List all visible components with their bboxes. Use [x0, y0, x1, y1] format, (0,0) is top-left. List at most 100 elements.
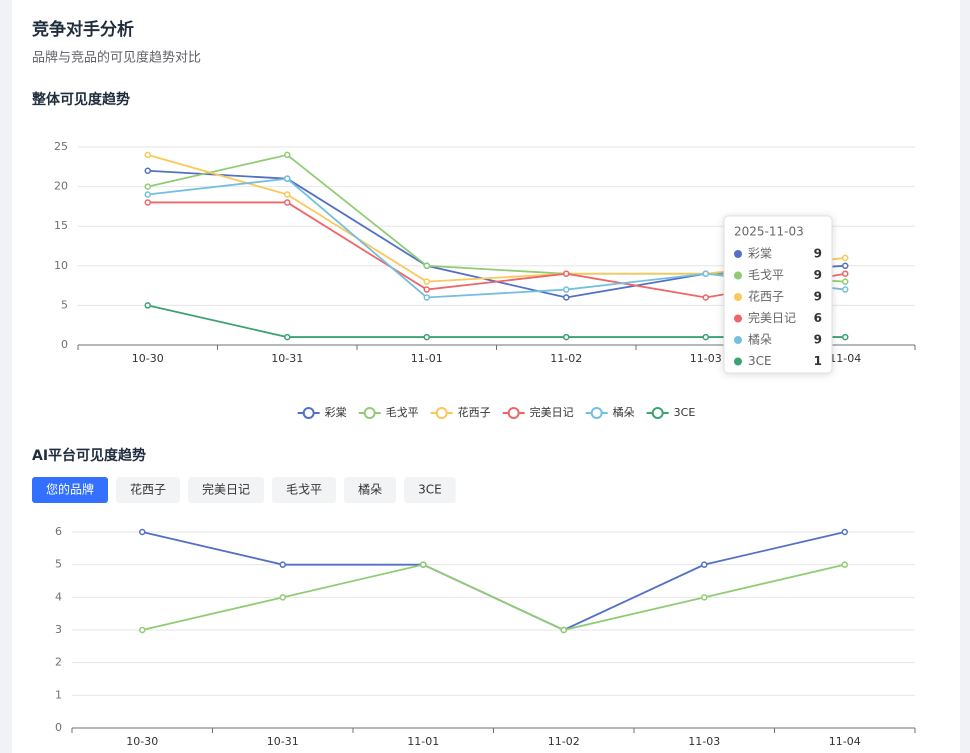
data-point [144, 302, 151, 309]
y-tick-label: 4 [55, 590, 62, 603]
tooltip-value: 9 [814, 333, 822, 347]
data-point [284, 151, 291, 159]
page-subtitle: 品牌与竞品的可见度趋势对比 [32, 50, 201, 66]
x-tick-label: 10-30 [126, 735, 158, 748]
y-tick-label: 1 [55, 688, 62, 701]
data-point [563, 294, 570, 301]
data-point [702, 270, 709, 277]
tooltip-title: 2025-11-03 [734, 225, 804, 239]
legend-marker [507, 407, 520, 419]
tooltip-marker [734, 250, 742, 258]
legend-label: 橘朵 [613, 406, 635, 419]
tooltip-value: 9 [814, 268, 822, 282]
tab[interactable]: 3CE [404, 477, 456, 503]
data-point [842, 278, 849, 285]
section-title: AI平台可见度趋势 [32, 447, 146, 464]
x-tick-label: 11-02 [548, 735, 580, 748]
data-point [702, 294, 709, 301]
data-point [563, 270, 570, 277]
data-point [563, 333, 570, 341]
x-tick-label: 10-30 [132, 352, 164, 365]
tab-bg [272, 477, 337, 503]
tab-label: 毛戈平 [286, 483, 322, 497]
tooltip-name: 彩棠 [748, 247, 772, 261]
x-tick-label: 11-01 [407, 735, 439, 748]
legend-marker [435, 407, 448, 419]
data-point [144, 151, 151, 159]
tab-label: 花西子 [130, 482, 166, 497]
data-point [144, 191, 151, 198]
legend-marker [363, 407, 376, 419]
data-point [144, 167, 151, 175]
tab[interactable]: 花西子 [116, 477, 181, 503]
legend-label: 彩棠 [325, 406, 347, 419]
y-tick-label: 0 [55, 721, 62, 734]
data-point [423, 262, 430, 270]
tooltip-value: 1 [814, 354, 822, 368]
x-tick-label: 11-04 [829, 735, 861, 748]
legend-item[interactable]: 花西子 [430, 406, 491, 419]
x-tick-label: 11-03 [690, 352, 722, 365]
legend-item[interactable]: 3CE [646, 406, 696, 419]
page-title: 竞争对手分析 [32, 19, 134, 40]
data-point [423, 278, 430, 285]
legend-item[interactable]: 毛戈平 [358, 406, 419, 419]
tab-label: 您的品牌 [46, 482, 94, 497]
tooltip-name: 橘朵 [748, 332, 772, 347]
section-title: 整体可见度趋势 [31, 91, 130, 108]
data-point [139, 528, 146, 536]
legend-label: 花西子 [458, 406, 491, 419]
tooltip-name: 毛戈平 [748, 268, 784, 282]
x-tick-label: 10-31 [267, 735, 299, 748]
legend-marker [590, 407, 603, 419]
legend-marker [302, 407, 315, 419]
tooltip-marker [734, 314, 742, 323]
data-point [842, 286, 849, 293]
data-point [423, 286, 430, 293]
data-point [842, 333, 849, 341]
data-point [139, 626, 146, 634]
tooltip-value: 9 [814, 290, 822, 304]
data-point [702, 333, 709, 341]
tooltip-marker [734, 357, 742, 366]
tooltip-marker [734, 293, 742, 301]
data-point [284, 191, 291, 198]
tab-label: 橘朵 [358, 482, 382, 497]
tooltip-name: 3CE [748, 354, 772, 368]
data-point [144, 183, 151, 190]
y-tick-label: 25 [54, 140, 68, 153]
tab-bg [116, 477, 181, 503]
data-point [563, 286, 570, 293]
legend-item[interactable]: 彩棠 [297, 406, 347, 419]
tab[interactable]: 毛戈平 [272, 477, 337, 503]
data-point [144, 199, 151, 206]
data-point [701, 594, 708, 601]
data-point [279, 561, 286, 568]
tab-bg [188, 477, 265, 503]
y-tick-label: 3 [55, 623, 62, 636]
tooltip-name: 花西子 [748, 289, 784, 304]
tab[interactable]: 您的品牌 [32, 477, 109, 503]
y-tick-label: 15 [54, 219, 68, 232]
data-point [560, 626, 567, 634]
legend-label: 毛戈平 [386, 406, 419, 419]
y-tick-label: 0 [61, 338, 68, 351]
tab-label: 完美日记 [202, 482, 250, 497]
tooltip-box [723, 215, 833, 374]
y-tick-label: 10 [54, 259, 68, 272]
tab[interactable]: 完美日记 [188, 477, 265, 503]
x-tick-label: 11-03 [688, 735, 720, 748]
legend-item[interactable]: 完美日记 [502, 405, 574, 419]
legend-item[interactable]: 橘朵 [585, 406, 635, 419]
tab[interactable]: 橘朵 [344, 477, 397, 503]
tooltip-marker [734, 336, 742, 344]
tab-label: 3CE [418, 483, 442, 497]
tooltip-value: 6 [814, 311, 822, 325]
tooltip-name: 完美日记 [748, 310, 796, 325]
tab-bg [32, 477, 109, 503]
tooltip-value: 9 [814, 247, 822, 261]
data-point [423, 333, 430, 341]
data-point [284, 175, 291, 182]
